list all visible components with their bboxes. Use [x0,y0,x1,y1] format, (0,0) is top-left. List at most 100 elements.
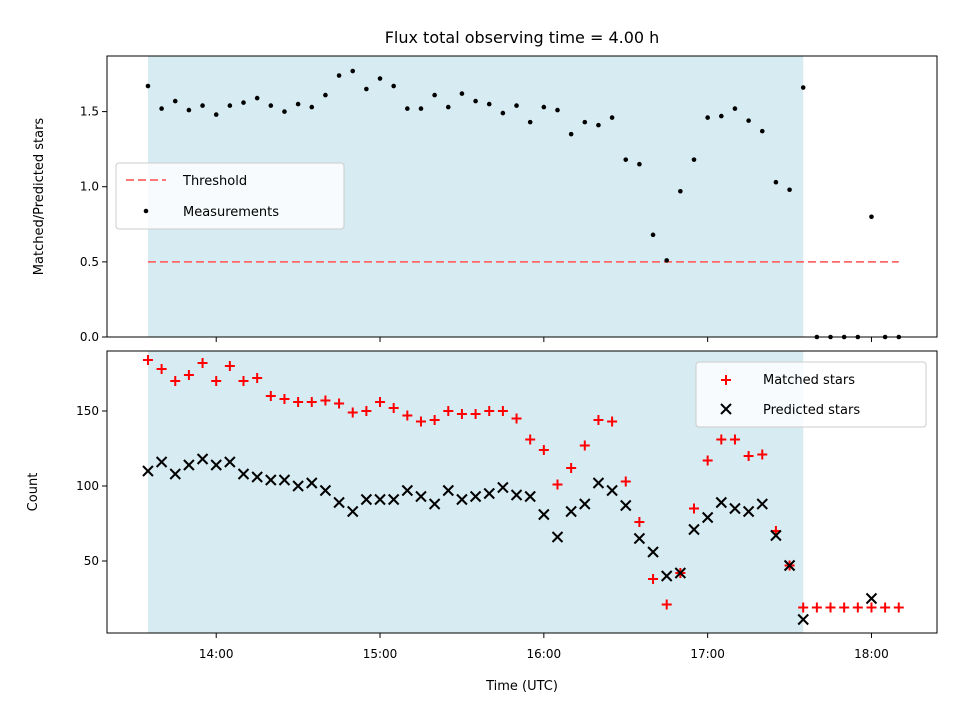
measurement-point [172,98,178,104]
x-marker-b [142,465,154,477]
predicted-star-point [469,490,482,503]
chart-title: Flux total observing time = 4.00 h [385,28,660,47]
matched-star-point [811,602,822,613]
y-tick-label: 0.0 [80,330,99,344]
legend-predicted-label: Predicted stars [763,403,860,418]
predicted-star-point [579,498,591,510]
predicted-star-point [797,613,809,626]
predicted-star-point [620,499,632,512]
x-marker-b [469,490,482,503]
legend-predicted-swatch [720,403,732,415]
matched-star-point [306,397,317,407]
x-marker-b [155,456,168,468]
predicted-star-point [387,493,400,506]
x-marker-b [401,484,414,497]
measurement-point [159,106,164,111]
predicted-star-point [333,496,345,509]
predicted-star-point [360,493,373,506]
x-marker-b [251,471,263,483]
matched-star-point [525,434,536,445]
predicted-star-point [770,529,782,542]
predicted-star-point [210,459,222,471]
predicted-star-point [865,592,878,605]
matched-star-point [634,517,645,527]
x-marker-b [169,468,181,480]
measurement-point [650,232,656,238]
predicted-star-point [183,459,195,471]
legend-threshold-label: Threshold [182,174,247,189]
x-tick-label: 15:00 [363,647,398,661]
predicted-star-point [551,531,564,543]
x-marker-b [756,498,768,510]
matched-star-point [456,409,467,419]
measurement-point [869,214,874,220]
predicted-star-point [456,493,468,506]
measurement-point [596,122,601,128]
matched-star-point [265,391,276,401]
measurement-point [486,101,492,107]
predicted-star-point [306,477,318,489]
measurement-point [637,161,642,167]
bottom-x-ticks: 14:00 15:00 16:00 17:00 18:00 [199,633,889,661]
x-marker-b [415,490,427,503]
matched-star-point [415,416,426,427]
predicted-star-point [265,474,277,486]
matched-star-point [197,358,208,368]
x-marker-b [497,481,509,494]
measurement-point [773,179,779,185]
predicted-star-point [428,498,441,510]
legend-matched-swatch [721,375,731,385]
x-marker-b [660,570,673,582]
top-legend: Threshold Measurements [115,162,345,230]
measurement-point [186,107,192,113]
x-marker-b [224,456,236,468]
measurement-point [364,86,369,92]
matched-star-point [893,602,904,613]
matched-star-point [443,406,454,416]
x-marker-b [565,505,577,518]
top-legend-box [115,162,345,230]
measurement-point [705,115,710,120]
bottom-legend: Matched stars Predicted stars [695,361,927,428]
x-marker-b [715,496,728,509]
top-axes-frame [106,55,938,338]
predicted-star-point [497,481,509,494]
x-marker-b [347,505,359,518]
y-tick-label: 1.5 [80,105,99,119]
x-marker-b [196,453,209,465]
matched-star-point [648,574,659,584]
measurement-point [227,103,233,108]
x-marker-b [783,559,796,572]
x-tick-label: 14:00 [199,647,234,661]
x-marker-b [510,489,523,501]
measurement-point [268,103,274,108]
matched-star-point [743,451,754,461]
y-tick-label: 100 [76,479,99,493]
matched-star-point [334,398,345,409]
measurement-point [200,103,205,108]
measurement-point [350,68,356,74]
measurement-point [145,83,151,89]
x-marker-b [483,487,495,500]
x-marker-b [319,484,332,497]
x-marker-b [579,498,591,510]
matched-star-point [702,455,713,466]
measurement-point [254,95,260,101]
measurement-point [241,100,246,105]
matched-star-point [880,602,891,613]
predicted-star-point [756,498,768,510]
top-panel: 0.0 0.5 1.0 1.5 Flux total observing time =… [32,28,938,344]
predicted-star-point [224,456,236,468]
predicted-star-point [278,474,291,486]
measurement-point [691,157,697,162]
bottom-panel: 50 100 150 14:00 15:00 16:00 17:00 18:00 Time … [26,350,938,694]
measurement-point [746,118,751,123]
matched-star-point [211,376,222,386]
x-marker-b [265,474,277,486]
matched-star-point [620,476,631,487]
x-marker-b [674,567,687,579]
matched-star-point [156,364,167,374]
measurement-point [405,106,410,111]
predicted-star-point [565,505,577,518]
